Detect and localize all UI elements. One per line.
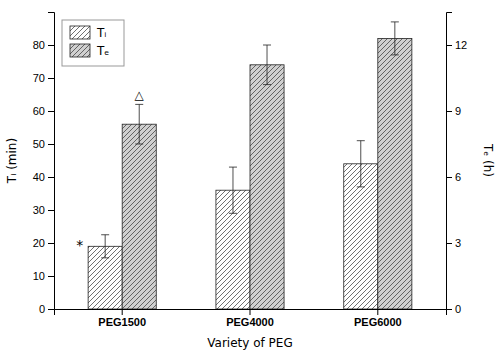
tick-label: 30 <box>33 204 45 216</box>
axis-line <box>48 13 55 310</box>
legend-label: Tᵢ <box>96 26 106 40</box>
annotations: *△ <box>76 88 144 253</box>
tick: 12 <box>446 39 467 51</box>
tick-label: 9 <box>455 105 461 117</box>
tick-label: 60 <box>33 105 45 117</box>
y2-axis-title: Tₑ (h) <box>481 143 495 177</box>
tick: 10 <box>33 270 54 282</box>
bar <box>250 65 284 309</box>
error-bar <box>135 104 143 144</box>
tick-label: 3 <box>455 237 461 249</box>
legend-swatch <box>70 26 90 39</box>
tick-label: 70 <box>33 72 45 84</box>
tick-label: PEG4000 <box>226 316 274 328</box>
tick-label: 40 <box>33 171 45 183</box>
y2-axis: 0 3 6 9 12 <box>446 13 467 316</box>
tick-mark <box>48 210 54 211</box>
tick-mark <box>48 144 54 145</box>
tick-mark <box>48 276 54 277</box>
tick: 40 <box>33 171 54 183</box>
tick: 6 <box>446 171 461 183</box>
legend-swatch <box>70 44 90 57</box>
legend-box <box>62 20 124 66</box>
tick: 50 <box>33 138 54 150</box>
tick-mark <box>446 309 452 310</box>
tick-mark <box>446 111 452 112</box>
tick-label: 0 <box>39 303 45 315</box>
error-bar <box>357 141 365 187</box>
tick: 0 <box>39 303 54 315</box>
x-axis-title: Variety of PEG <box>207 336 292 350</box>
tick-mark <box>48 243 54 244</box>
tick-label: 20 <box>33 237 45 249</box>
tick-label: 12 <box>455 39 467 51</box>
legend-label: Tₑ <box>96 44 109 58</box>
axis-line <box>447 13 453 310</box>
bars <box>88 22 412 309</box>
legend-item: Tᵢ <box>70 26 106 40</box>
plot: PEG1500 PEG4000 PEG6000 0 10 20 30 40 50 60 70 80 0 3… <box>33 13 468 328</box>
tick-mark <box>377 309 378 315</box>
tick-mark <box>48 78 54 79</box>
tick-label: 6 <box>455 171 461 183</box>
tick-mark <box>446 243 452 244</box>
tick-mark <box>446 45 452 46</box>
tick: 80 <box>33 39 54 51</box>
annotation: * <box>76 237 83 253</box>
tick-label: 0 <box>455 303 461 315</box>
tick-label: 50 <box>33 138 45 150</box>
tick-mark <box>122 309 123 315</box>
tick: 60 <box>33 105 54 117</box>
tick-mark <box>48 111 54 112</box>
tick-mark <box>48 177 54 178</box>
tick-label: 10 <box>33 270 45 282</box>
tick-mark <box>250 309 251 315</box>
annotation: △ <box>135 88 145 102</box>
tick: 30 <box>33 204 54 216</box>
tick-mark <box>48 45 54 46</box>
legend: Tᵢ Tₑ <box>62 20 124 66</box>
tick: PEG4000 <box>226 309 274 328</box>
tick-mark <box>48 309 54 310</box>
bar <box>122 124 156 309</box>
error-bar <box>391 22 399 55</box>
tick: 70 <box>33 72 54 84</box>
tick: 9 <box>446 105 461 117</box>
series <box>122 22 412 309</box>
tick-label: PEG1500 <box>98 316 146 328</box>
axis-line <box>55 310 447 316</box>
tick: 3 <box>446 237 461 249</box>
tick-mark <box>446 177 452 178</box>
tick: 0 <box>446 303 461 315</box>
error-bar <box>263 45 271 85</box>
legend-item: Tₑ <box>70 44 109 58</box>
error-bar <box>229 167 237 213</box>
error-bar <box>101 235 109 258</box>
bar <box>378 38 412 309</box>
tick-label: PEG6000 <box>354 316 402 328</box>
x-axis: PEG1500 PEG4000 PEG6000 <box>55 309 447 328</box>
y-axis: 0 10 20 30 40 50 60 70 80 <box>33 13 55 316</box>
tick: PEG1500 <box>98 309 146 328</box>
y-axis-title: Tᵢ (min) <box>5 138 19 184</box>
chart: PEG1500 PEG4000 PEG6000 0 10 20 30 40 50 60 70 80 0 3… <box>0 0 500 355</box>
tick: PEG6000 <box>354 309 402 328</box>
tick: 20 <box>33 237 54 249</box>
tick-label: 80 <box>33 39 45 51</box>
